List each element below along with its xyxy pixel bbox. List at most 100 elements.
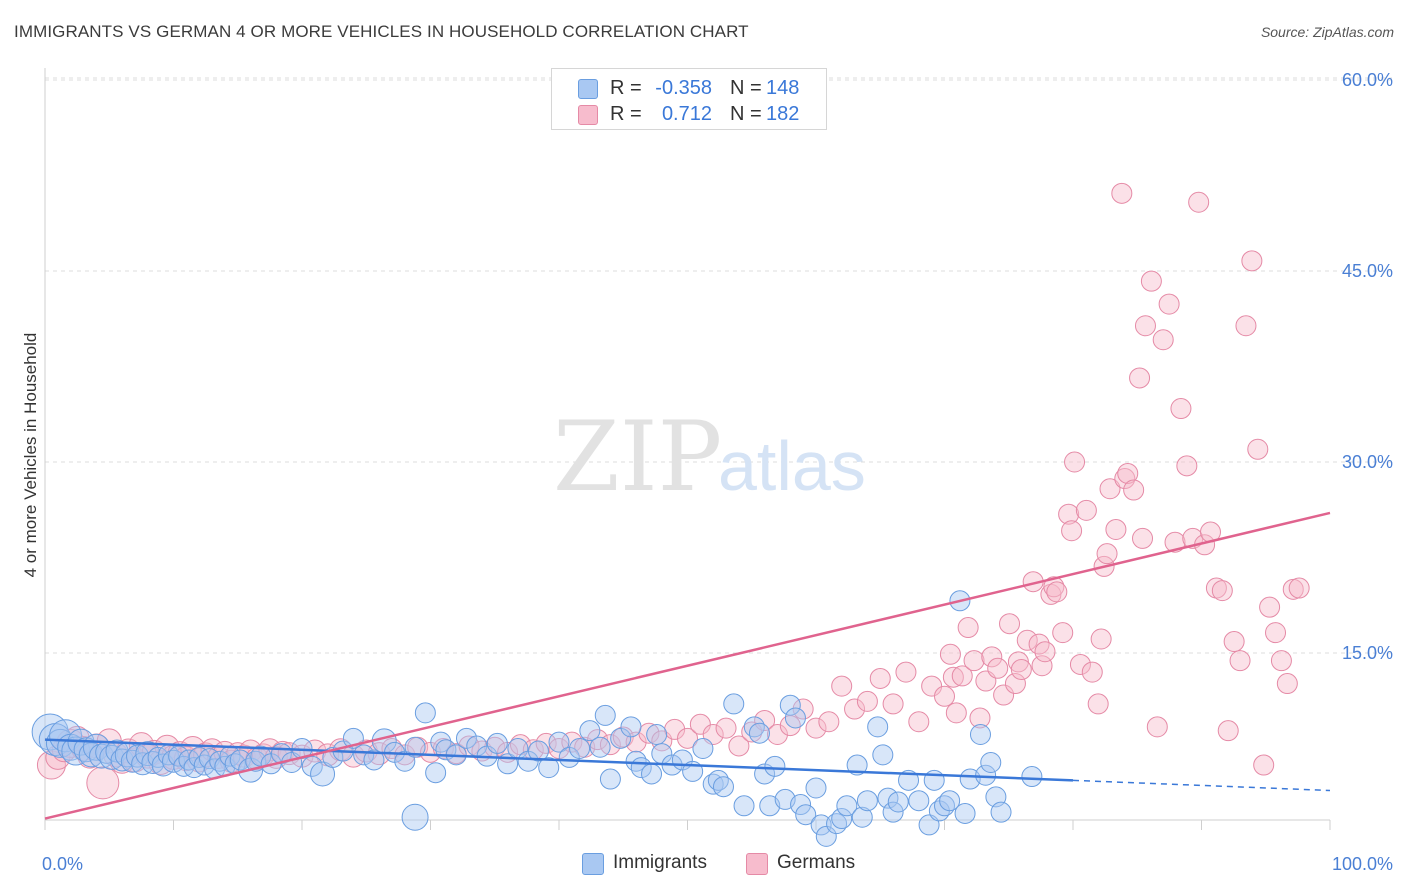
legend-row-germans: R = 0.712 N = 182 [552, 101, 826, 127]
point-germans [677, 727, 698, 749]
point-germans [1235, 315, 1257, 337]
point-germans [1211, 580, 1233, 602]
point-germans [1087, 693, 1109, 715]
point-germans [818, 711, 840, 733]
point-germans [1031, 655, 1053, 677]
point-germans [1052, 622, 1074, 644]
point-germans [1105, 518, 1127, 540]
y-axis-label: 4 or more Vehicles in Household [21, 333, 40, 578]
point-immigrants [810, 814, 832, 836]
point-germans [993, 684, 1015, 706]
correlation-legend: R = -0.358 N = 148 R = 0.712 N = 182 [551, 68, 827, 130]
x-tick-label: 100.0% [1332, 854, 1393, 874]
point-germans [942, 666, 964, 688]
legend-swatch-immigrants [582, 853, 604, 875]
point-immigrants [867, 716, 889, 738]
point-germans [792, 698, 814, 720]
point-germans [1090, 628, 1112, 650]
point-immigrants [147, 746, 169, 768]
trend-immigrants [44, 738, 1074, 782]
point-germans [715, 717, 737, 739]
legend-label-germans: Germans [777, 852, 856, 873]
point-immigrants [45, 728, 75, 758]
point-immigrants [414, 702, 436, 724]
point-germans [1132, 527, 1154, 549]
legend-swatch-germans [746, 853, 768, 875]
point-germans [1170, 398, 1192, 420]
point-immigrants [851, 806, 873, 828]
point-immigrants [589, 736, 611, 758]
data-points [31, 182, 1310, 847]
legend-r-label: R = [610, 103, 642, 125]
point-germans [1069, 653, 1091, 675]
point-immigrants [954, 802, 976, 824]
point-germans [1223, 631, 1245, 653]
point-germans [921, 675, 943, 697]
chart-title: IMMIGRANTS VS GERMAN 4 OR MORE VEHICLES … [14, 22, 749, 41]
point-germans [945, 702, 967, 724]
point-immigrants [836, 795, 858, 817]
gridlines [45, 77, 1392, 654]
watermark-zip: ZIP [553, 401, 722, 513]
point-immigrants [790, 794, 812, 816]
point-immigrants [569, 738, 591, 759]
point-immigrants [692, 738, 714, 759]
point-immigrants [990, 801, 1012, 823]
point-germans [1096, 543, 1118, 565]
point-germans [1217, 720, 1239, 742]
point-germans [895, 661, 917, 683]
point-immigrants [548, 731, 570, 753]
point-germans [969, 707, 991, 729]
point-immigrants [646, 723, 668, 745]
point-germans [587, 729, 609, 751]
legend-swatch-germans [578, 105, 598, 125]
axes [44, 68, 1331, 830]
point-germans [951, 665, 973, 687]
point-immigrants [1021, 766, 1043, 788]
point-germans [844, 698, 866, 720]
point-germans [1064, 451, 1086, 473]
point-germans [1010, 659, 1032, 681]
point-germans [1288, 577, 1310, 599]
point-germans [805, 717, 827, 739]
tick-labels: 15.0% 30.0% 45.0% 60.0% 0.0% 100.0% [42, 70, 1393, 874]
point-immigrants [162, 749, 185, 773]
point-germans [831, 675, 853, 697]
point-germans [1061, 520, 1083, 542]
trend-germans [44, 511, 1331, 820]
point-immigrants [805, 777, 827, 799]
point-germans [180, 736, 206, 761]
point-germans [1134, 315, 1156, 337]
point-germans [766, 723, 788, 745]
point-immigrants [908, 790, 930, 812]
point-germans [1058, 503, 1080, 525]
point-immigrants [486, 732, 508, 754]
legend-row-immigrants: R = -0.358 N = 148 [552, 75, 826, 101]
point-immigrants [594, 704, 616, 726]
point-immigrants [882, 801, 904, 823]
point-germans [957, 617, 979, 639]
point-immigrants [353, 744, 375, 766]
point-immigrants [723, 693, 745, 715]
point-germans [1111, 182, 1133, 204]
y-tick-label: 15.0% [1342, 643, 1393, 663]
point-immigrants [527, 740, 549, 762]
point-germans [1265, 622, 1287, 644]
point-germans [1146, 716, 1168, 738]
point-germans [728, 735, 750, 757]
point-germans [1176, 455, 1198, 477]
point-germans [1229, 650, 1251, 672]
point-immigrants [198, 748, 220, 770]
point-germans [1253, 754, 1275, 776]
point-immigrants [401, 803, 429, 831]
point-immigrants [404, 736, 426, 758]
point-germans [1270, 650, 1292, 672]
point-germans [1004, 673, 1026, 695]
point-germans [1152, 329, 1174, 351]
point-immigrants [620, 716, 642, 738]
legend-r-value: -0.358 [655, 77, 712, 99]
point-germans [1117, 462, 1139, 484]
point-immigrants [301, 755, 323, 777]
point-germans [1099, 478, 1121, 500]
